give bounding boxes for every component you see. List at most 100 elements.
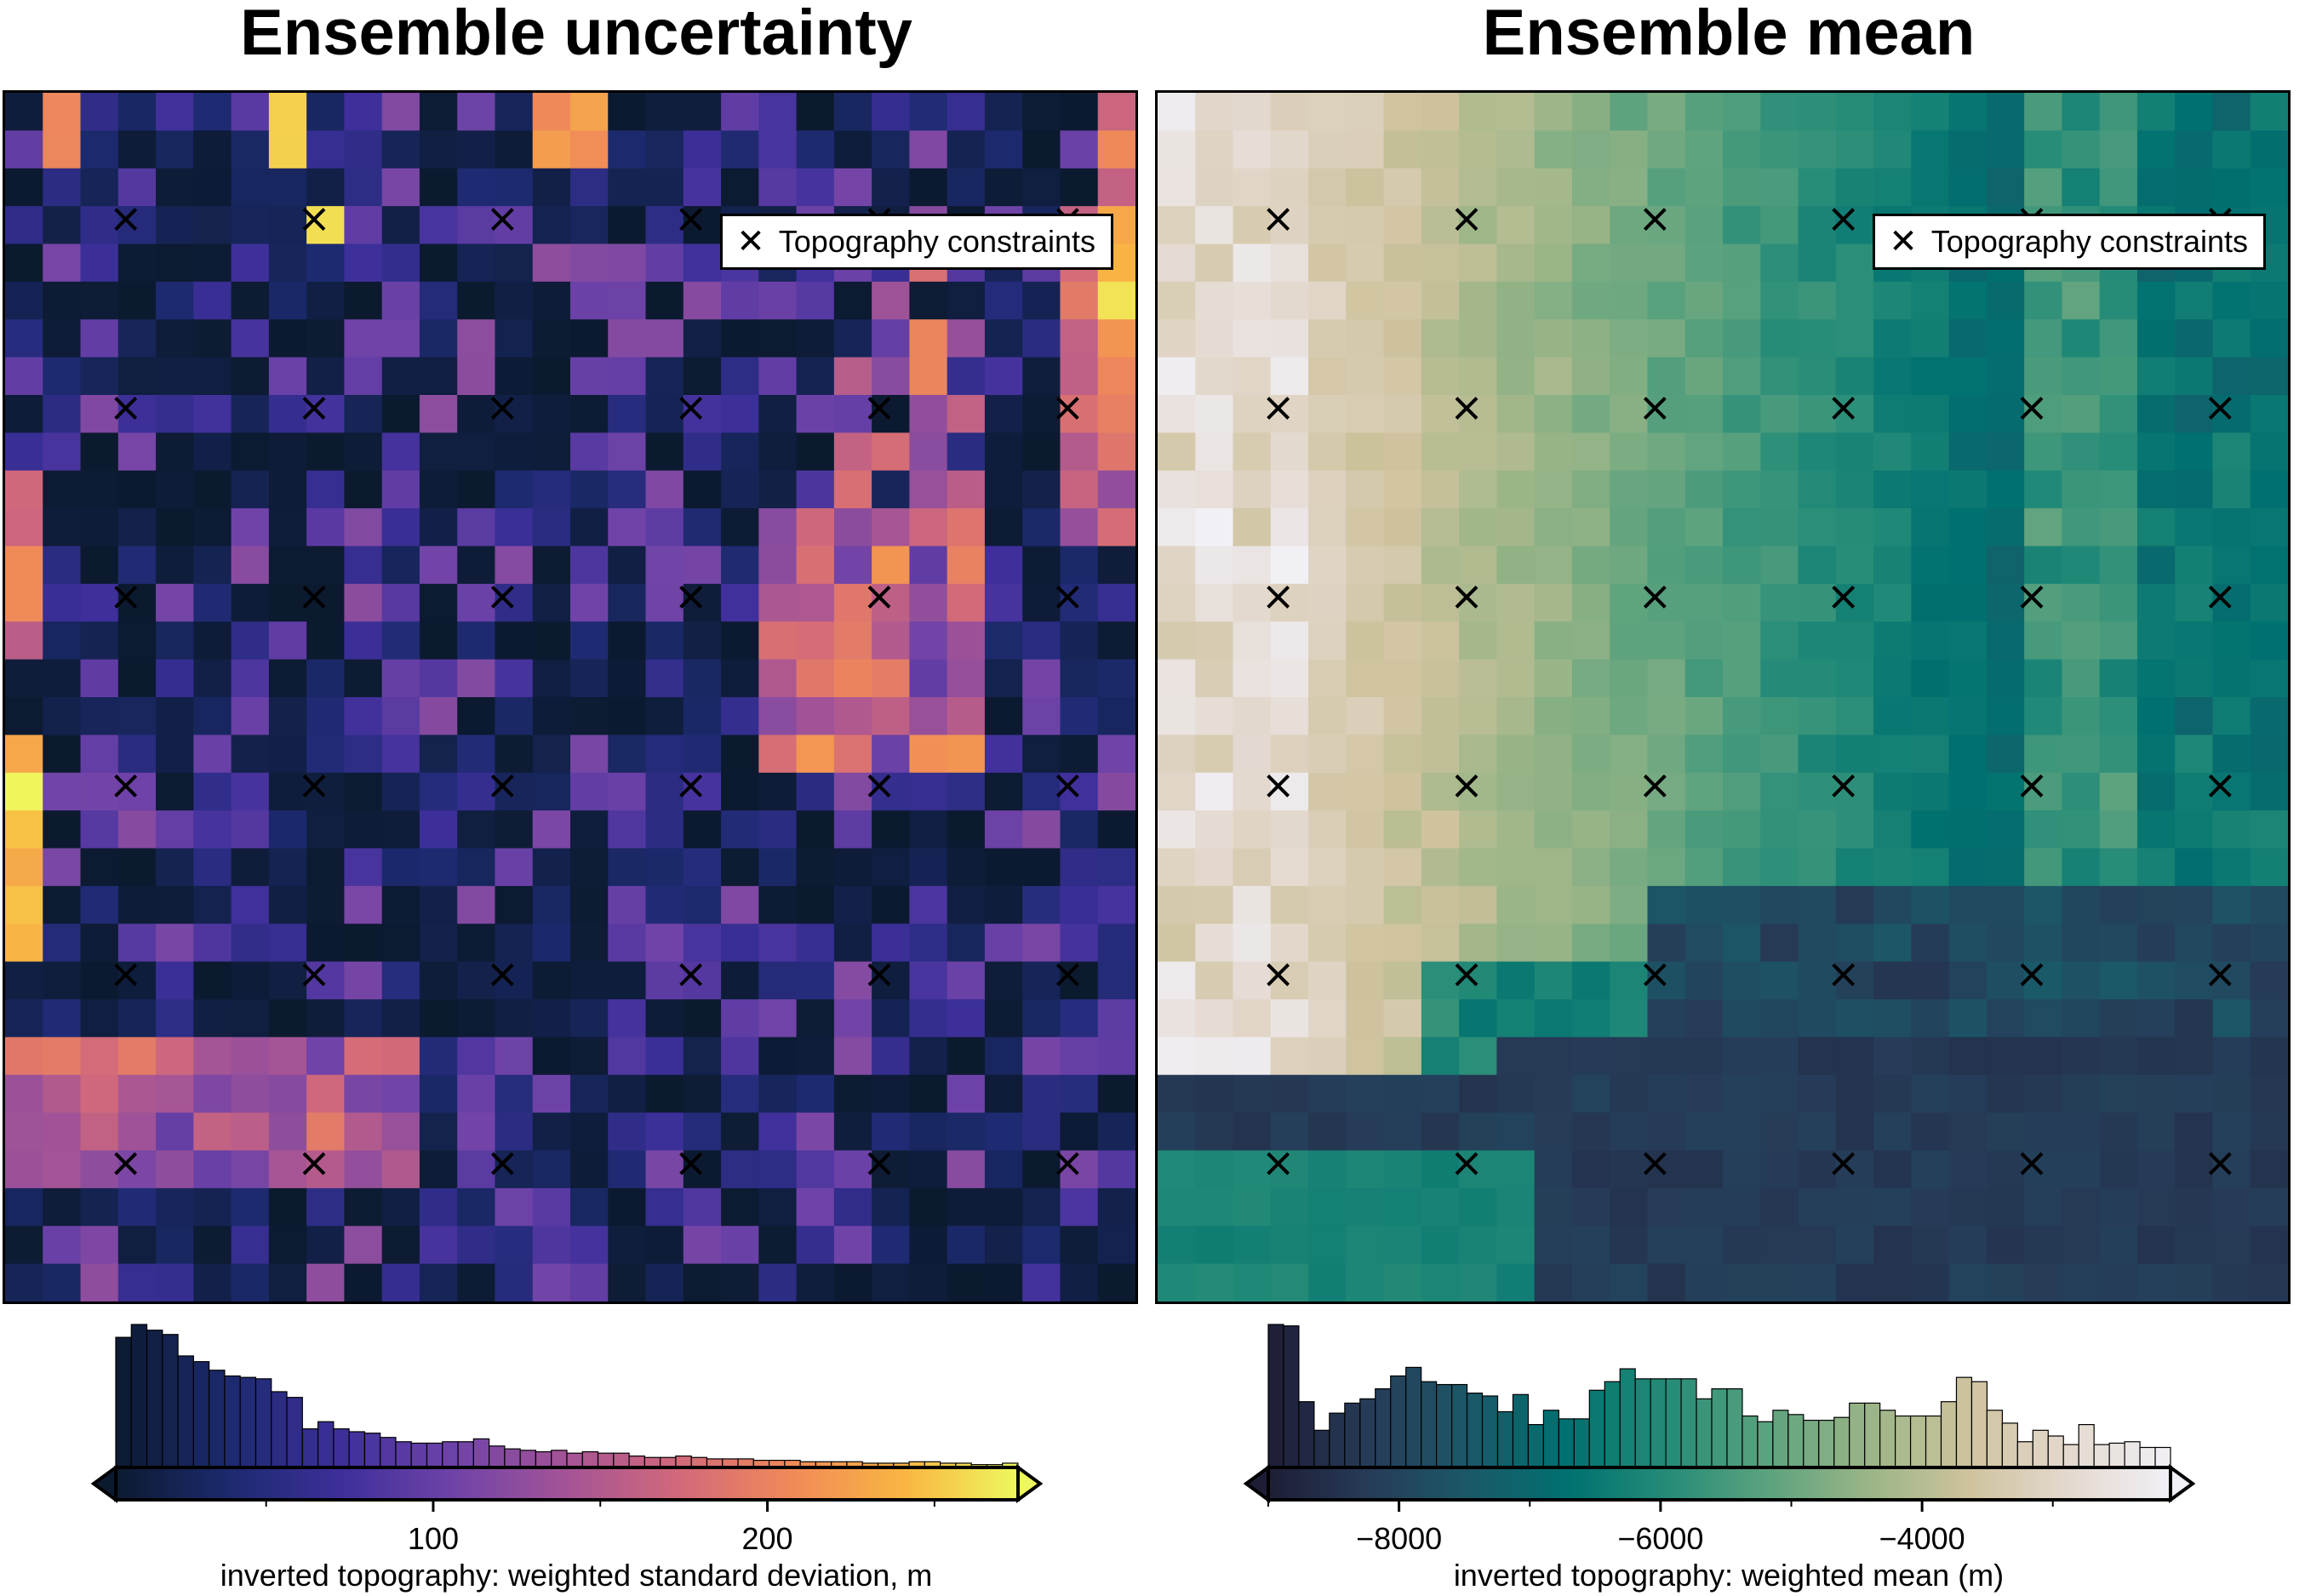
histogram-bar: [395, 1441, 412, 1468]
heatmap-cell: [947, 848, 986, 887]
heatmap-cell: [495, 583, 534, 622]
heatmap-cell: [1760, 168, 1799, 207]
heatmap-cell: [2212, 583, 2251, 622]
heatmap-cell: [80, 1150, 119, 1189]
heatmap-cell: [5, 1187, 43, 1227]
heatmap-cell: [5, 508, 43, 547]
heatmap-cell: [1022, 319, 1061, 358]
histogram-bar: [504, 1448, 521, 1468]
heatmap-cell: [984, 735, 1023, 774]
heatmap-cell: [193, 243, 232, 283]
histogram-bar: [333, 1428, 350, 1468]
heatmap-cell: [532, 848, 571, 887]
heatmap-cell: [872, 848, 910, 887]
histogram-bar: [1588, 1389, 1605, 1468]
heatmap-cell: [43, 885, 82, 924]
heatmap-cell: [833, 885, 872, 924]
heatmap-cell: [872, 621, 910, 661]
heatmap-cell: [1459, 357, 1497, 396]
heatmap-cell: [1835, 1113, 1874, 1152]
heatmap-cell: [495, 243, 534, 283]
heatmap-cell: [833, 168, 872, 207]
heatmap-cell: [2175, 432, 2214, 472]
heatmap-cell: [2099, 961, 2138, 1000]
heatmap-cell: [947, 1074, 986, 1113]
heatmap-cell: [1948, 546, 1988, 585]
heatmap-cell: [1195, 1037, 1234, 1076]
heatmap-cell: [344, 206, 383, 245]
heatmap-cell: [156, 281, 194, 320]
heatmap-cell: [570, 1150, 609, 1189]
heatmap-cell: [156, 697, 194, 735]
constraint-point: [490, 208, 514, 232]
heatmap-cell: [1684, 1037, 1724, 1076]
heatmap-cell: [1097, 1187, 1135, 1227]
heatmap-cell: [2062, 1074, 2101, 1113]
heatmap-cell: [833, 999, 872, 1038]
heatmap-cell: [419, 1263, 458, 1301]
heatmap-cell: [1022, 772, 1061, 811]
heatmap-cell: [1986, 168, 2025, 207]
heatmap-cell: [796, 130, 835, 169]
heatmap-cell: [306, 1113, 345, 1152]
heatmap-cell: [645, 583, 684, 622]
heatmap-cell: [570, 319, 609, 358]
heatmap-cell: [419, 319, 458, 358]
heatmap-cell: [80, 772, 119, 811]
heatmap-cell: [1421, 848, 1460, 887]
heatmap-cell: [1610, 999, 1649, 1038]
heatmap-cell: [1835, 168, 1874, 207]
heatmap-cell: [1060, 508, 1099, 547]
heatmap-cell: [1986, 546, 2025, 585]
heatmap-cell: [419, 168, 458, 207]
heatmap-cell: [1873, 1150, 1912, 1189]
heatmap-cell: [1195, 772, 1234, 811]
heatmap-cell: [2099, 583, 2138, 622]
heatmap-cell: [1346, 961, 1385, 1000]
heatmap-cell: [1233, 924, 1272, 963]
heatmap-cell: [1496, 130, 1536, 169]
heatmap-cell: [1684, 1226, 1724, 1265]
heatmap-cell: [1195, 1263, 1234, 1301]
heatmap-cell: [457, 1037, 496, 1076]
histogram-bar: [1696, 1398, 1713, 1468]
heatmap-cell: [1383, 1187, 1422, 1227]
heatmap-cell: [1723, 93, 1761, 131]
heatmap-cell: [984, 319, 1023, 358]
heatmap-cell: [1195, 1187, 1234, 1227]
heatmap-cell: [5, 1113, 43, 1152]
heatmap-cell: [570, 583, 609, 622]
heatmap-cell: [645, 924, 684, 963]
heatmap-cell: [2062, 1263, 2101, 1301]
heatmap-cell: [306, 1263, 345, 1301]
heatmap-cell: [1610, 508, 1649, 547]
heatmap-cell: [1421, 583, 1460, 622]
heatmap-cell: [1534, 243, 1573, 283]
heatmap-cell: [419, 93, 458, 131]
heatmap-cell: [117, 810, 157, 849]
heatmap-cell: [947, 621, 986, 661]
heatmap-cell: [1233, 810, 1272, 849]
heatmap-cell: [2024, 281, 2062, 320]
constraint-point: [1832, 208, 1856, 232]
heatmap-cell: [1647, 583, 1686, 622]
heatmap-cell: [1308, 735, 1347, 774]
heatmap-cell: [1233, 999, 1272, 1038]
heatmap-cell: [833, 1226, 872, 1265]
heatmap-cell: [193, 961, 232, 1000]
heatmap-cell: [1195, 357, 1234, 396]
heatmap-cell: [947, 1037, 986, 1076]
heatmap-cell: [1798, 1150, 1837, 1189]
heatmap-cell: [1346, 357, 1385, 396]
heatmap-cell: [1948, 848, 1988, 887]
heatmap-cell: [2212, 772, 2251, 811]
heatmap-cell: [1911, 999, 1950, 1038]
heatmap-cell: [193, 432, 232, 472]
heatmap-cell: [570, 281, 609, 320]
heatmap-cell: [1647, 621, 1686, 661]
heatmap-cell: [570, 206, 609, 245]
heatmap-cell: [2212, 168, 2251, 207]
heatmap-cell: [909, 848, 948, 887]
heatmap-cell: [419, 546, 458, 585]
heatmap-cell: [1986, 1150, 2025, 1189]
